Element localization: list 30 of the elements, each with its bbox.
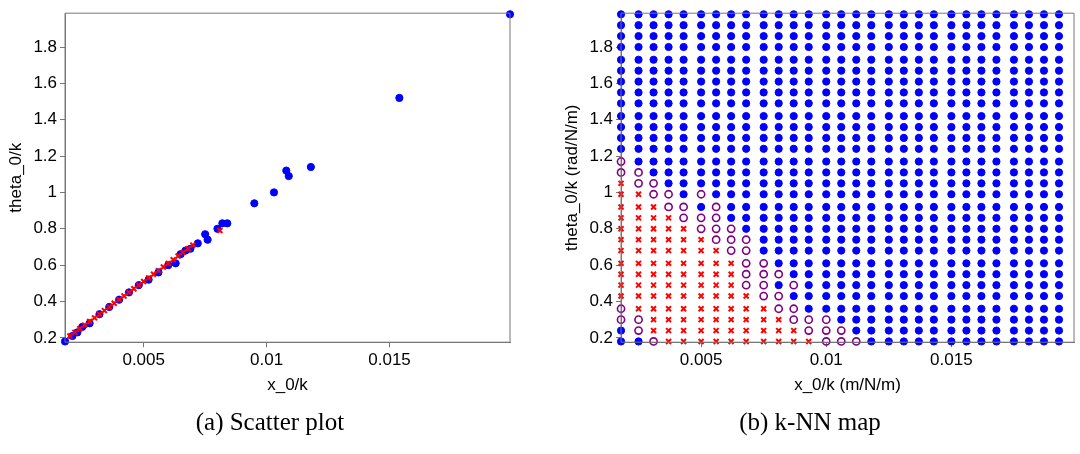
y-tick-label: 0.2: [33, 327, 58, 347]
text: (a) Scatter plot: [194, 408, 346, 436]
y-tick-label: 0.6: [589, 254, 614, 274]
y-tick-label: 1: [47, 182, 58, 202]
x-tick-label: 0.005: [679, 350, 723, 370]
y-tick-label: 1.4: [589, 109, 614, 129]
y-tick-label: 0.2: [589, 327, 614, 347]
text: (b) k-NN map: [738, 408, 882, 436]
y-tick-label: 1.4: [33, 109, 58, 129]
x-axis-title: x_0/k (m/N/m): [794, 375, 901, 395]
y-tick-label: 1.8: [33, 36, 58, 56]
y-tick-label: 0.4: [589, 291, 614, 311]
x-tick-label: 0.01: [250, 350, 284, 370]
y-axis-title: theta_0/k: [5, 142, 25, 213]
y-tick-label: 0.6: [33, 254, 58, 274]
y-tick-label: 1.2: [33, 145, 58, 165]
x-axis-title: x_0/k: [267, 375, 309, 395]
y-tick-label: 0.8: [589, 218, 614, 238]
y-tick-label: 0.4: [33, 291, 58, 311]
y-tick-label: 1.8: [589, 36, 614, 56]
x-tick-label: 0.01: [809, 350, 843, 370]
y-tick-label: 0.8: [33, 218, 58, 238]
x-tick-label: 0.015: [368, 350, 411, 370]
x-tick-label: 0.005: [122, 350, 165, 370]
y-tick-label: 1.6: [589, 73, 614, 93]
y-tick-label: 1: [603, 182, 614, 202]
y-tick-label: 1.6: [33, 73, 58, 93]
y-tick-label: 1.2: [589, 145, 614, 165]
x-tick-label: 0.015: [930, 350, 973, 370]
y-axis-title: theta_0/k (rad/N/m): [561, 104, 581, 251]
